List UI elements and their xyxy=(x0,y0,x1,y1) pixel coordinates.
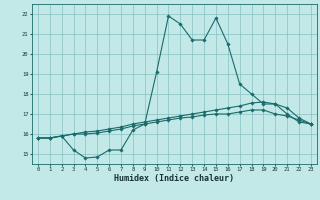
X-axis label: Humidex (Indice chaleur): Humidex (Indice chaleur) xyxy=(115,174,234,183)
